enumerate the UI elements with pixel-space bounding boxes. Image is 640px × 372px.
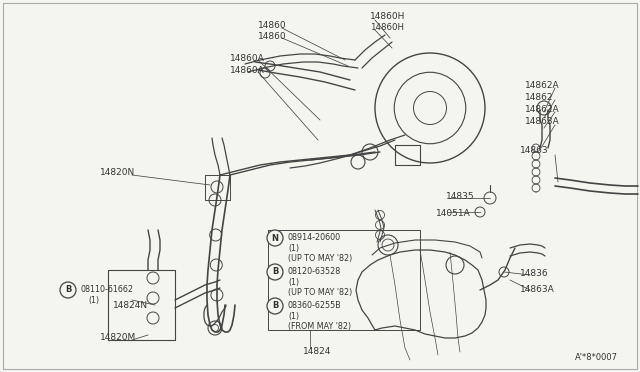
Text: 14860: 14860: [258, 32, 287, 41]
Text: A'*8*0007: A'*8*0007: [575, 353, 618, 362]
Circle shape: [267, 264, 283, 280]
Circle shape: [267, 298, 283, 314]
Text: 14824: 14824: [303, 346, 332, 356]
Text: 14824N: 14824N: [113, 301, 148, 310]
Text: (UP TO MAY '82): (UP TO MAY '82): [288, 253, 352, 263]
Text: 14862A: 14862A: [525, 80, 559, 90]
Text: 14051A: 14051A: [436, 208, 471, 218]
Text: 14820M: 14820M: [100, 334, 136, 343]
Text: 14862: 14862: [525, 93, 554, 102]
Text: 14860H: 14860H: [370, 12, 405, 20]
Text: (UP TO MAY '82): (UP TO MAY '82): [288, 288, 352, 296]
Text: 14863A: 14863A: [520, 285, 555, 295]
Text: (FROM MAY '82): (FROM MAY '82): [288, 321, 351, 330]
Text: 14820N: 14820N: [100, 167, 135, 176]
Text: B: B: [65, 285, 71, 295]
Text: B: B: [272, 301, 278, 311]
Circle shape: [60, 282, 76, 298]
Text: 08914-20600: 08914-20600: [288, 232, 341, 241]
Text: 14863: 14863: [520, 145, 548, 154]
Circle shape: [267, 230, 283, 246]
FancyBboxPatch shape: [3, 3, 637, 369]
Text: 14860H: 14860H: [370, 22, 404, 32]
Text: B: B: [272, 267, 278, 276]
Text: 08360-6255B: 08360-6255B: [288, 301, 342, 310]
Text: 14863A: 14863A: [525, 116, 560, 125]
Text: 14860A: 14860A: [230, 54, 265, 62]
Text: 14860: 14860: [258, 20, 287, 29]
Text: 14836: 14836: [520, 269, 548, 278]
Text: (1): (1): [88, 295, 99, 305]
Text: (1): (1): [288, 278, 299, 286]
Text: 14860A: 14860A: [230, 65, 265, 74]
Text: 08110-61662: 08110-61662: [80, 285, 133, 294]
Text: N: N: [271, 234, 278, 243]
Text: 14835: 14835: [446, 192, 475, 201]
Text: (1): (1): [288, 244, 299, 253]
Text: 08120-63528: 08120-63528: [288, 266, 341, 276]
Text: (1): (1): [288, 311, 299, 321]
Text: 14862A: 14862A: [525, 105, 559, 113]
